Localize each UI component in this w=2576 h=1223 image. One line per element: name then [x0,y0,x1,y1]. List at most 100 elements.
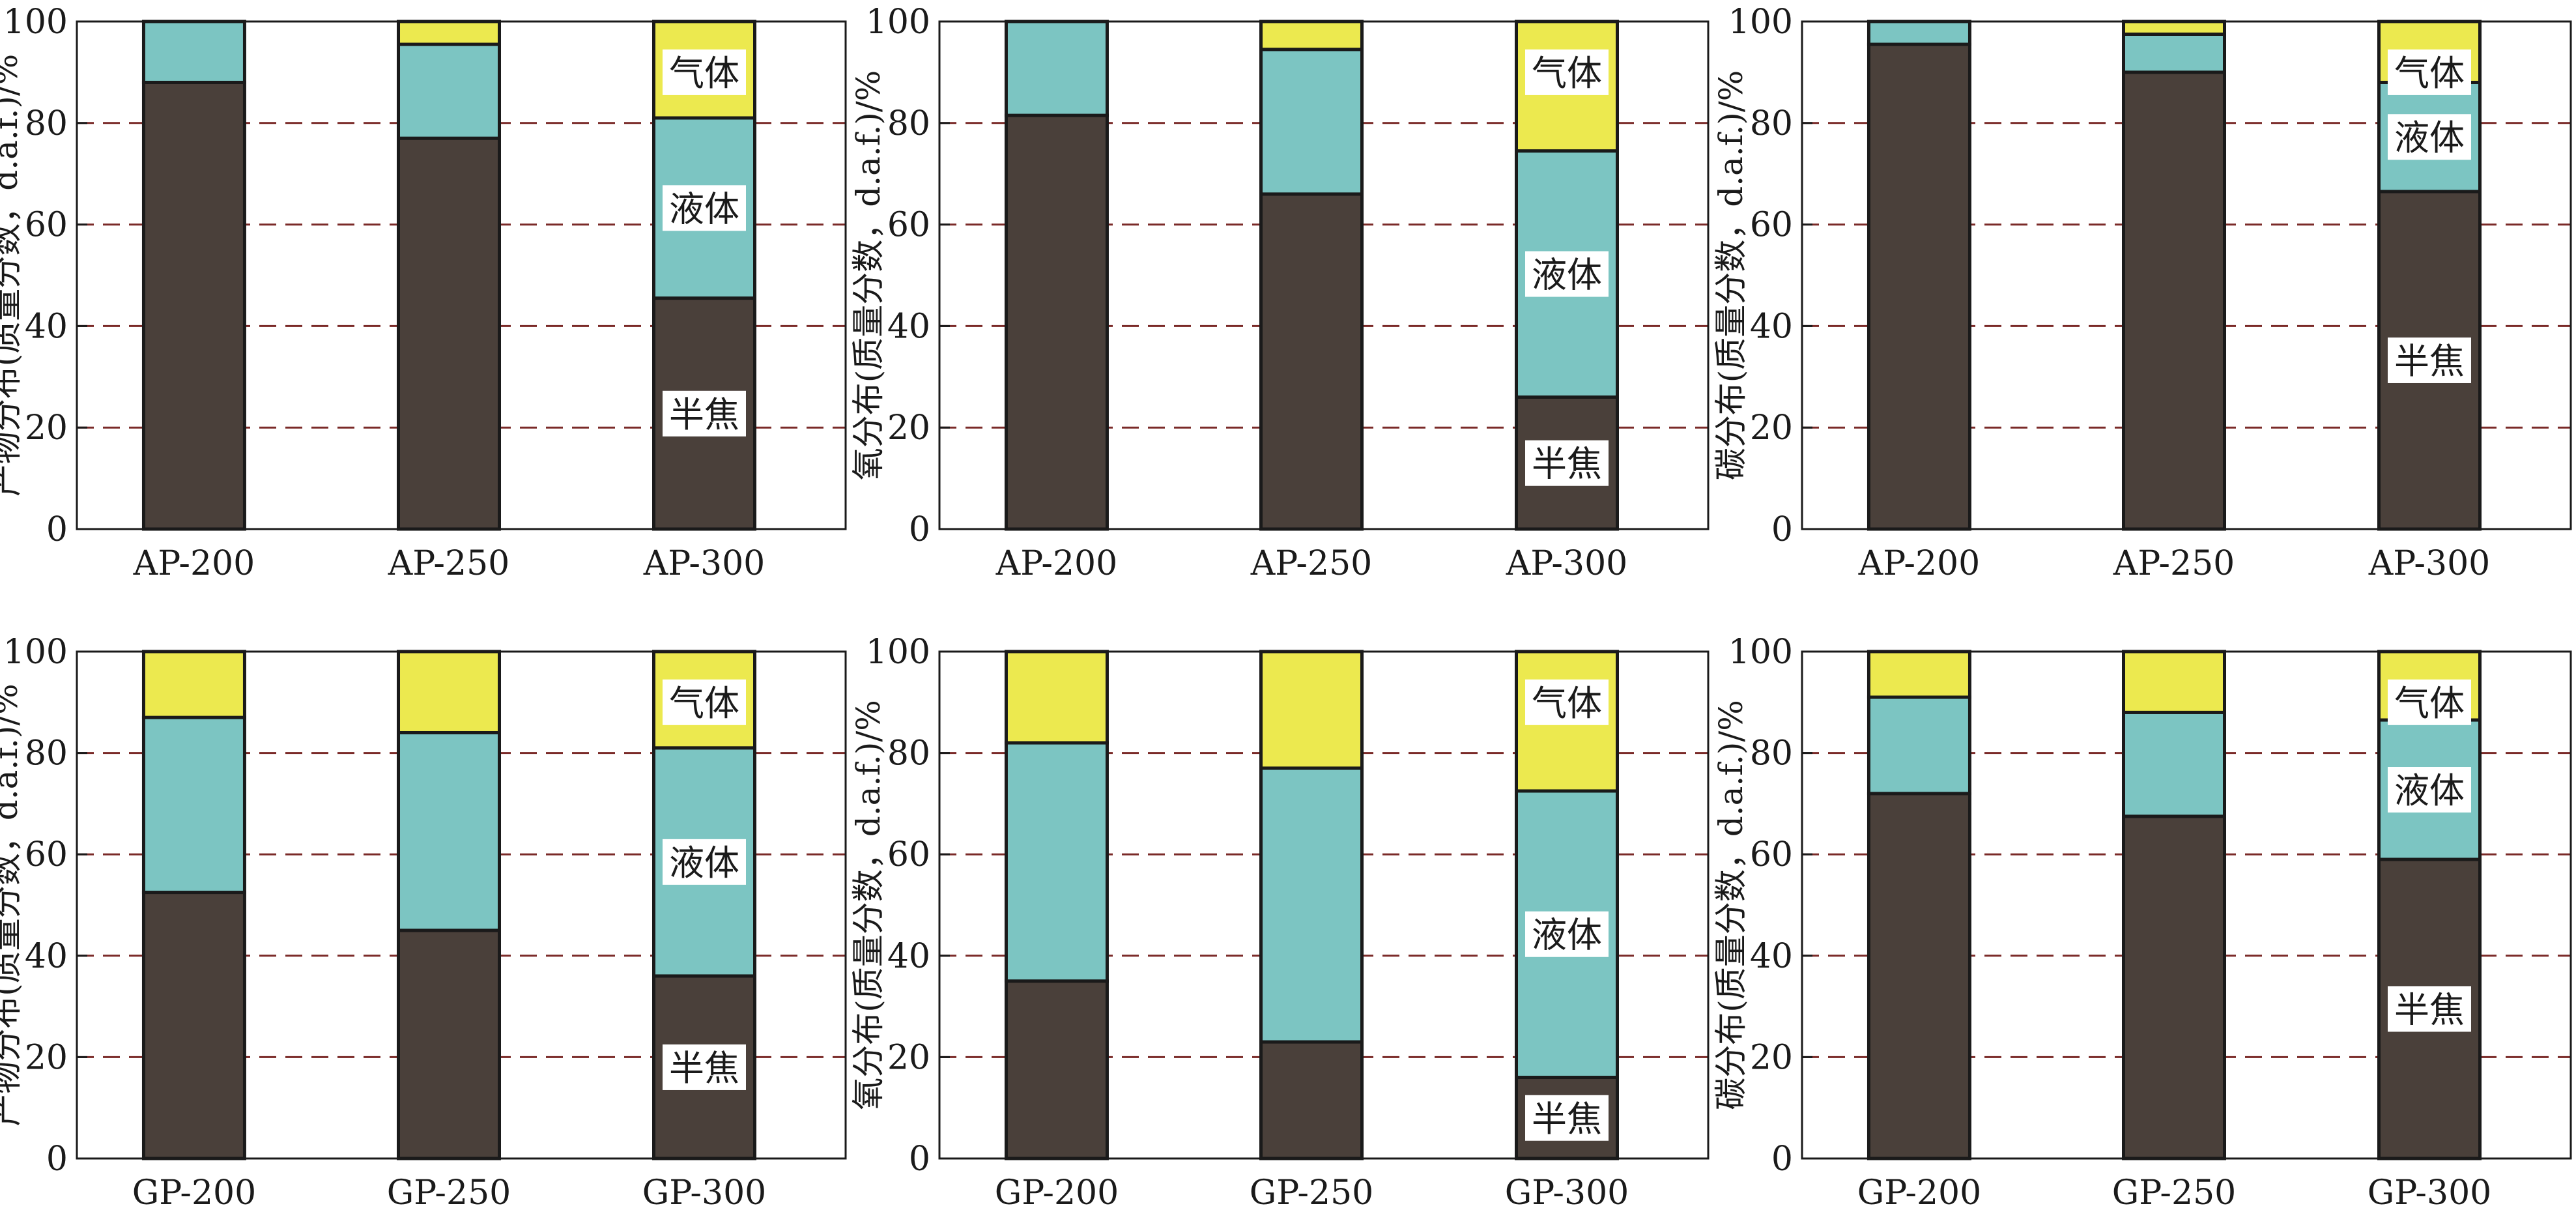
bar-segment-liquid [1004,741,1109,983]
series-label: 半焦 [669,394,739,435]
bar-segment-gas [397,650,502,734]
x-tick-label: GP-200 [1857,1173,1982,1213]
x-tick-label: GP-200 [132,1173,257,1213]
series-label: 液体 [669,842,739,884]
bar-segment-gas [1259,20,1364,51]
series-label-bg [2387,986,2471,1032]
x-tick-label: AP-250 [2113,544,2235,583]
series-label-bg [1524,440,1609,486]
plot-frame [76,20,847,530]
series-label-bg [1524,679,1609,725]
bar-segment-semicoke [1259,192,1364,531]
y-tick-label: 40 [887,937,930,976]
series-label-bg [1524,1095,1609,1141]
series-label-bg [2387,337,2471,383]
x-tick-label: AP-200 [995,544,1118,583]
bar-segment-liquid [1004,20,1109,117]
series-label: 气体 [669,53,739,94]
y-tick-label: 60 [887,835,930,874]
series-label: 半焦 [2394,341,2465,382]
series-label: 液体 [669,188,739,229]
y-tick-label: 20 [25,1038,68,1077]
y-tick-label: 40 [887,307,930,346]
series-label: 气体 [2394,683,2465,724]
bar-segment-liquid [141,715,246,895]
y-axis-label: 产物分布(质量分数，d.a.f.)/% [0,683,25,1127]
series-label-bg [662,185,746,231]
series-label-bg [662,1044,746,1090]
series-label-bg [662,839,746,885]
x-tick-label: GP-300 [2368,1173,2492,1213]
y-tick-label: 60 [1750,835,1793,874]
series-label: 半焦 [2394,989,2465,1030]
y-tick-label: 20 [1750,409,1793,448]
y-tick-label: 0 [909,1140,930,1179]
bar-segment-semicoke [1004,113,1109,531]
chart-ap-carbon: AP-200 AP-250 AP-300 半焦 液体 气体 0 20 40 60 80 100 碳分布(… [1712,3,2572,583]
bar-segment-liquid [1259,766,1364,1044]
y-tick-label: 40 [1750,937,1793,976]
x-tick-label: GP-300 [642,1173,767,1213]
bar-segment-liquid [2122,32,2227,74]
bar-segment-gas [397,20,502,46]
y-axis-label: 氧分布(质量分数，d.a.f.)/% [850,70,887,481]
y-axis-label: 产物分布(质量分数，d.a.f.)/% [0,54,25,497]
series-label-bg [2387,49,2471,95]
series-label: 气体 [2394,53,2465,94]
x-tick-label: AP-200 [1858,544,1981,583]
series-label: 液体 [2394,117,2465,158]
y-tick-label: 0 [1771,510,1793,549]
bar-segment-liquid [397,730,502,932]
x-tick-label: AP-250 [1250,544,1373,583]
y-tick-label: 80 [887,104,930,143]
y-axis-label: 碳分布(质量分数，d.a.f.)/% [1712,70,1750,481]
bar-segment-liquid [397,42,502,140]
bar-segment-semicoke [1867,42,1971,531]
y-tick-label: 0 [1771,1140,1793,1179]
bar-segment-semicoke [141,891,246,1160]
bar-segment-semicoke [1259,1040,1364,1160]
bar-segment-gas [1259,650,1364,770]
bar-segment-gas [2122,650,2227,714]
series-label-bg [1524,911,1609,957]
series-label: 气体 [1532,53,1602,94]
y-tick-label: 100 [866,633,930,672]
y-tick-label: 0 [909,510,930,549]
x-tick-label: AP-250 [388,544,510,583]
y-tick-label: 100 [866,3,930,42]
series-label: 半焦 [1532,1099,1602,1140]
series-label: 气体 [669,683,739,724]
series-label: 液体 [2394,770,2465,811]
y-tick-label: 100 [3,633,68,672]
bar-segment-liquid [2122,710,2227,818]
bar-segment-semicoke [1004,979,1109,1160]
plot-frame [1801,20,2572,530]
series-label-bg [662,679,746,725]
series-label: 液体 [1532,915,1602,956]
bar-segment-liquid [1867,20,1971,46]
x-tick-label: GP-250 [1250,1173,1374,1213]
x-tick-label: AP-300 [1506,544,1628,583]
series-label-bg [662,390,746,437]
y-tick-label: 60 [25,835,68,874]
x-tick-label: GP-250 [387,1173,511,1213]
chart-gp-product: GP-200 GP-250 GP-300 半焦 液体 气体 0 20 40 60 80 100 产物分布… [0,633,847,1213]
series-label: 半焦 [1532,444,1602,485]
y-tick-label: 80 [887,734,930,773]
bar-segment-semicoke [397,136,502,531]
bar-segment-liquid [141,20,246,84]
y-tick-label: 60 [887,206,930,245]
plot-frame [938,20,1710,530]
bar-segment-gas [2122,20,2227,36]
y-tick-label: 80 [25,734,68,773]
y-tick-label: 20 [25,409,68,448]
series-label: 半焦 [669,1048,739,1089]
x-tick-label: AP-200 [133,544,255,583]
y-tick-label: 20 [1750,1038,1793,1077]
chart-ap-product: AP-200 AP-250 AP-300 半焦 液体 气体 0 20 40 60 80 100 产物分布… [0,3,847,583]
series-label-bg [2387,679,2471,725]
y-tick-label: 80 [25,104,68,143]
chart-gp-carbon: GP-200 GP-250 GP-300 半焦 液体 气体 0 20 40 60 80 100 碳分布(… [1712,633,2572,1213]
y-tick-label: 40 [1750,307,1793,346]
